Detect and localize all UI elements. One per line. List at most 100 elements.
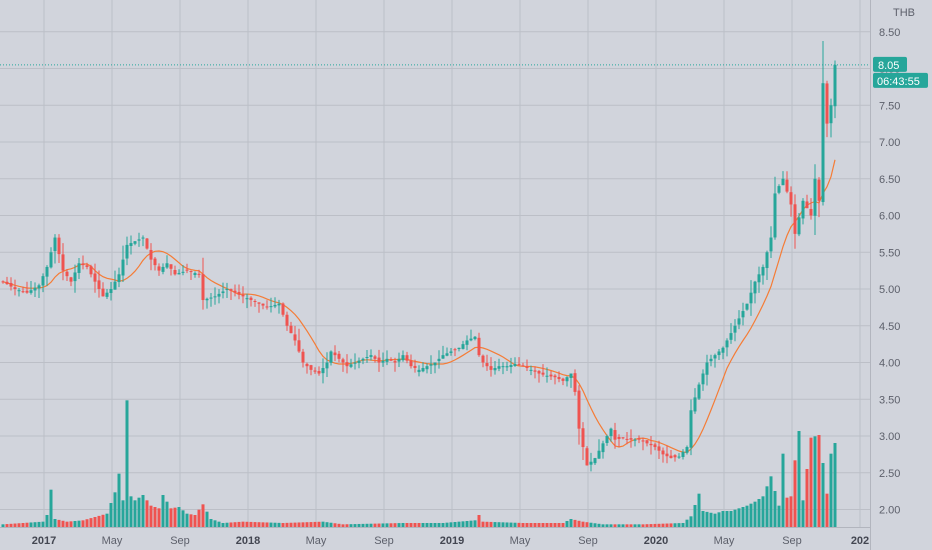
candle-body [629,438,633,440]
last-price-text: 8.05 [878,60,899,72]
volume-bar [221,523,225,527]
candle-body [141,237,145,239]
volume-bar [569,519,573,527]
volume-bar [385,523,389,527]
countdown-box [873,72,928,88]
x-tick-label: 2020 [644,535,668,547]
candle-body [285,314,289,326]
volume-bar [617,524,621,527]
volume-bar [265,522,269,527]
volume-bar [817,435,821,527]
volume-bar [621,524,625,527]
volume-bar [641,524,645,527]
candle-body [633,439,637,441]
volume-bar [753,501,757,527]
candle-body [541,372,545,375]
candle-body [9,282,13,287]
volume-bar [121,500,125,527]
volume-bar [797,431,801,527]
candle-body [261,303,265,306]
candle-body [85,265,89,267]
candle-body [749,292,753,304]
volume-bar [801,500,805,527]
volume-bar [421,523,425,527]
volume-bar [573,519,577,527]
candle-body [521,365,525,367]
volume-bar [317,521,321,527]
candle-body [725,340,729,348]
candle-body [353,362,357,364]
volume-bar [505,522,509,527]
candle-body [685,447,689,453]
last-price-tag: 8.05 06:43:55 [873,56,928,88]
time-axis[interactable]: 2017 May Sep 2018 May Sep 2019 May Sep 2020 May Sep… [32,535,869,547]
candle-body [209,297,213,299]
volume-bar [529,523,533,527]
currency-label: THB [893,7,915,19]
volume-bar [13,523,17,527]
candle-body [5,281,9,285]
y-tick-label: 8.50 [879,27,900,39]
volume-bar [521,523,525,527]
volume-bar [761,496,765,527]
candle-body [825,83,829,124]
candle-body [29,290,33,293]
candle-body [453,349,457,351]
volume-bar [541,523,545,527]
volume-bar [721,511,725,527]
candle-body [181,271,185,273]
volume-bar [445,522,449,527]
volume-bar [437,523,441,527]
candle-body [185,269,189,271]
candle-body [781,178,785,186]
price-axis[interactable]: THB 8.508.007.507.006.506.005.505.004.50… [879,7,915,517]
volume-bar [481,521,485,527]
y-tick-label: 7.00 [879,137,900,149]
volume-bar [809,437,813,527]
volume-bar [77,520,81,527]
volume-bar [629,524,633,527]
volume-bar [73,521,77,527]
candle-body [593,458,597,464]
candle-body [613,430,617,440]
candle-body [225,289,229,291]
candle-body [249,297,253,301]
candle-body [669,455,673,459]
volume-bar [353,524,357,527]
volume-bar [289,522,293,527]
candlesticks [1,40,837,472]
y-tick-label: 3.50 [879,394,900,406]
volume-bar [65,521,69,527]
candle-body [437,358,441,362]
candle-body [45,266,49,277]
candle-body [461,344,465,349]
volume-bar [525,523,529,527]
candle-body [433,362,437,366]
volume-bar [245,521,249,527]
candle-body [109,289,113,293]
candle-body [485,363,489,367]
volume-bar [209,519,213,527]
candle-body [441,355,445,359]
y-tick-label: 3.00 [879,431,900,443]
volume-bar [565,521,569,527]
volume-bar [53,519,57,527]
volume-bar [749,503,753,527]
candle-body [409,360,413,367]
volume-bar [457,521,461,527]
candle-body [289,325,293,334]
candle-body [317,371,321,374]
candle-body [509,365,513,367]
candle-body [389,359,393,361]
volume-bar [153,507,157,527]
x-tick-label: May [306,535,327,547]
candle-body [465,340,469,345]
volume-bar [733,509,737,527]
volume-bar [101,514,105,527]
volume-bar [241,521,245,527]
candle-body [553,375,557,378]
volume-bar [461,521,465,527]
candle-body [501,366,505,368]
